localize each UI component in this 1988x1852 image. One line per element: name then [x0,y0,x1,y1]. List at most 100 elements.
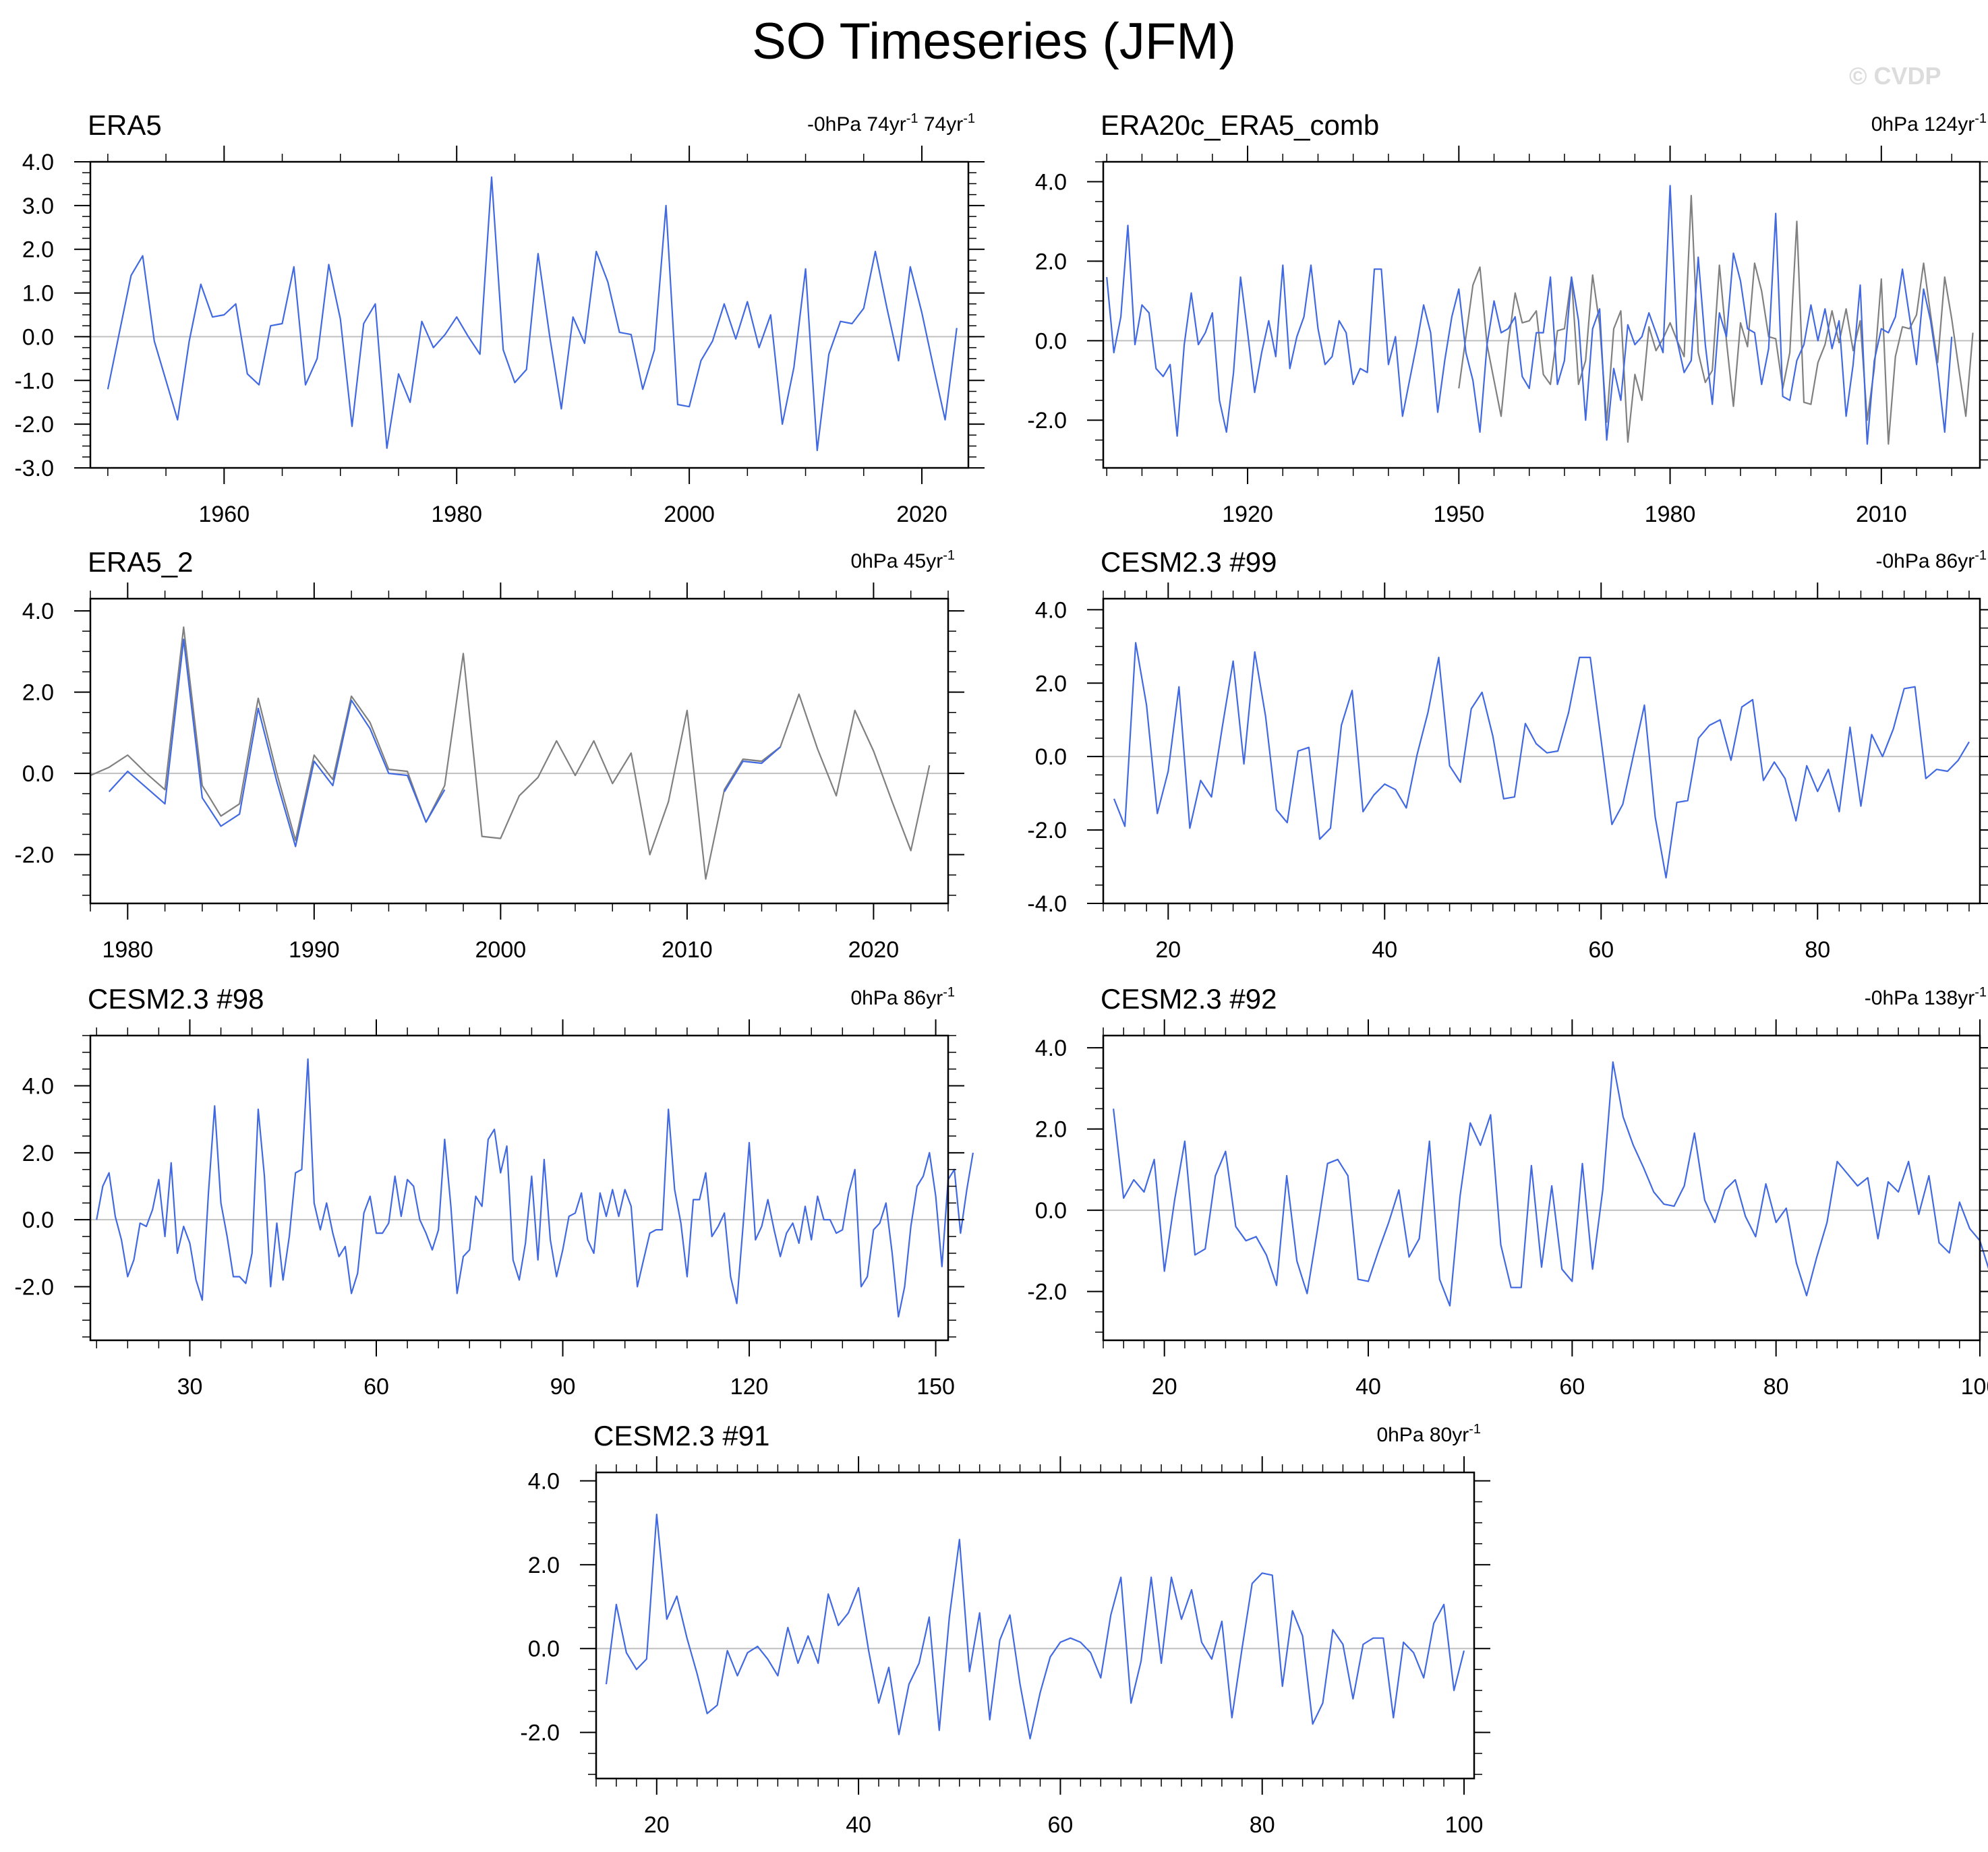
y-tick-label: 2.0 [1035,671,1067,696]
chart-panel: -2.0 0.0 2.0 4.0 20 40 60 80 100 CESM2.3 #92 -0hPa… [1027,983,1988,1400]
x-tick-label: 80 [1805,937,1830,963]
panel-title: ERA5_2 [88,546,193,578]
x-tick-label: 1980 [102,937,153,963]
y-tick-label: 1.0 [22,281,54,307]
x-tick-label: 40 [1372,937,1397,963]
panel-title: CESM2.3 #98 [88,983,264,1015]
y-tick-label: -2.0 [14,1275,54,1301]
y-tick-label: -4.0 [1027,891,1067,917]
x-tick-label: 2020 [896,502,947,527]
x-tick-label: 30 [177,1374,203,1400]
y-tick-label: -3.0 [14,456,54,481]
series-line [108,638,446,847]
plot-frame [595,1471,1475,1780]
x-tick-label: 60 [1047,1812,1073,1838]
x-tick-label: 120 [730,1374,769,1400]
cvdp-watermark: © CVDP [1849,62,1941,90]
x-tick-label: 150 [916,1374,955,1400]
panel-title: CESM2.3 #91 [593,1420,769,1452]
y-tick-label: 4.0 [22,150,54,175]
x-tick-label: 2020 [848,937,900,963]
chart-panel: -2.0 0.0 2.0 4.0 1980 1990 2000 2010 2020 ERA5_2 0… [14,546,964,963]
y-tick-label: 2.0 [1035,249,1067,274]
chart-panel: -2.0 0.0 2.0 4.0 30 60 90 120 150 CESM2.3 #98 0hPa… [14,983,974,1400]
panel-title: ERA20c_ERA5_comb [1101,109,1379,141]
x-tick-label: 2000 [664,502,715,527]
y-tick-label: 0.0 [22,324,54,350]
y-tick-label: 4.0 [1035,169,1067,195]
panel-annotation: 0hPa 124yr-1 [1871,111,1987,136]
panel-annotation: 0hPa 45yr-1 [850,548,955,572]
x-tick-label: 80 [1250,1812,1275,1838]
x-tick-label: 20 [1155,937,1181,963]
y-tick-label: 0.0 [1035,328,1067,354]
chart-panel: -3.0 -2.0 -1.0 0.0 1.0 2.0 3.0 4.0 1960 1980 2000 2… [14,109,985,527]
x-tick-label: 20 [1152,1374,1177,1400]
series-line [1113,642,1970,879]
y-tick-label: -2.0 [1027,818,1067,843]
x-tick-label: 80 [1763,1374,1789,1400]
x-tick-label: 2010 [662,937,713,963]
y-tick-label: 4.0 [1035,1036,1067,1061]
x-tick-label: 1960 [198,502,250,527]
x-tick-label: 40 [1355,1374,1381,1400]
y-tick-label: 4.0 [528,1468,560,1494]
y-tick-label: 3.0 [22,193,54,219]
series-line [724,746,781,790]
y-tick-label: 0.0 [1035,744,1067,770]
panel-title: ERA5 [88,109,162,141]
panel-annotation: 0hPa 86yr-1 [850,985,955,1009]
plot-frame [1102,597,1981,905]
x-tick-label: 90 [550,1374,576,1400]
y-tick-label: 0.0 [1035,1198,1067,1224]
y-tick-label: 2.0 [22,237,54,263]
series-line [96,1058,974,1318]
panel-annotation: -0hPa 86yr-1 [1875,548,1987,572]
series-line [1106,185,1953,445]
plot-frame [89,1034,949,1342]
x-tick-label: 1980 [431,502,482,527]
series-line [1458,195,1974,445]
y-tick-label: 4.0 [22,599,54,624]
chart-panel: -4.0 -2.0 0.0 2.0 4.0 20 40 60 80 CESM2.3 #99 -0hP… [1027,546,1988,963]
x-tick-label: 100 [1445,1812,1484,1838]
y-tick-label: 2.0 [528,1553,560,1578]
x-tick-label: 1950 [1433,502,1484,527]
chart-panel: -2.0 0.0 2.0 4.0 1920 1950 1980 2010 ERA20c_ERA5… [1027,109,1988,527]
x-tick-label: 1920 [1222,502,1273,527]
x-tick-label: 1990 [289,937,340,963]
panel-annotation: -0hPa 138yr-1 [1865,985,1987,1009]
x-tick-label: 40 [846,1812,871,1838]
x-tick-label: 60 [1559,1374,1585,1400]
y-tick-label: 2.0 [22,680,54,706]
figure-title: SO Timeseries (JFM) [752,13,1236,70]
y-tick-label: -2.0 [520,1721,560,1746]
plot-frame [89,597,949,905]
series-line [724,746,781,792]
y-tick-label: -2.0 [1027,408,1067,434]
x-tick-label: 1980 [1645,502,1696,527]
series-line [605,1514,1465,1739]
y-tick-label: 0.0 [22,761,54,787]
series-line [107,176,958,452]
y-tick-label: 4.0 [22,1074,54,1100]
plot-frame [1102,1034,1981,1342]
x-tick-label: 100 [1961,1374,1988,1400]
x-tick-label: 2010 [1856,502,1907,527]
y-tick-label: -2.0 [1027,1280,1067,1305]
y-tick-label: -2.0 [14,412,54,438]
chart-panel: -2.0 0.0 2.0 4.0 20 40 60 80 100 CESM2.3 #91 0hPa … [520,1420,1490,1838]
panel-title: CESM2.3 #99 [1101,546,1277,578]
panel-annotation: 0hPa 80yr-1 [1376,1422,1481,1446]
y-tick-label: -2.0 [14,843,54,868]
x-tick-label: 2000 [475,937,527,963]
plot-frame [1102,160,1981,469]
y-tick-label: 0.0 [528,1636,560,1662]
panel-annotation: -0hPa 74yr-1 74yr-1 [807,111,975,136]
x-tick-label: 60 [1588,937,1614,963]
y-tick-label: -1.0 [14,368,54,394]
y-tick-label: 0.0 [22,1207,54,1233]
series-line [90,626,931,880]
panel-title: CESM2.3 #92 [1101,983,1277,1015]
